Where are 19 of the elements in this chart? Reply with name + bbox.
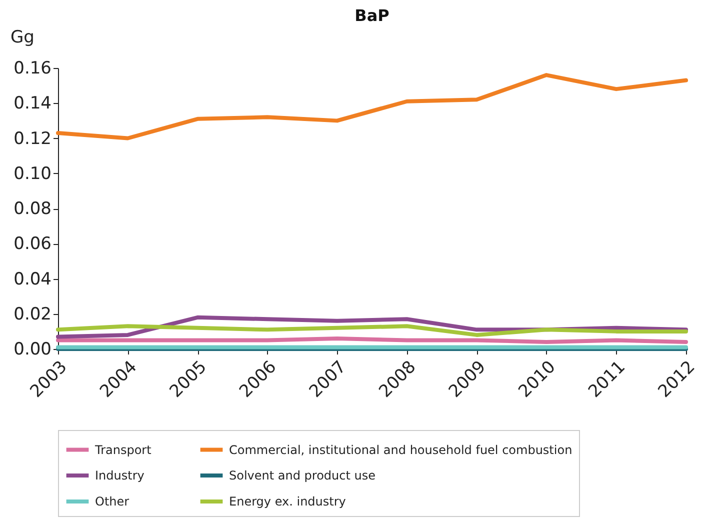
y-tick-label: 0.10 xyxy=(14,164,52,184)
legend-label: Solvent and product use xyxy=(229,468,376,482)
y-tick-label: 0.02 xyxy=(14,304,52,324)
legend-label: Commercial, institutional and household fuel combustion xyxy=(229,442,572,457)
legend-label: Energy ex. industry xyxy=(229,494,346,508)
y-tick-label: 0.04 xyxy=(14,269,52,290)
y-axis-title: Gg xyxy=(10,28,34,48)
line-series xyxy=(56,324,688,337)
y-tick-label: 0.08 xyxy=(14,199,52,219)
y-tick-label: 0.00 xyxy=(14,340,52,360)
legend-label: Industry xyxy=(95,468,144,482)
y-tick-label: 0.14 xyxy=(14,94,52,114)
y-tick-label: 0.12 xyxy=(14,128,52,149)
chart-title: BaP xyxy=(354,6,390,25)
legend-label: Transport xyxy=(94,442,152,457)
legend-label: Other xyxy=(95,494,130,508)
y-tick-label: 0.06 xyxy=(14,234,52,254)
line-series xyxy=(56,73,688,140)
y-tick-label: 0.16 xyxy=(14,58,52,78)
